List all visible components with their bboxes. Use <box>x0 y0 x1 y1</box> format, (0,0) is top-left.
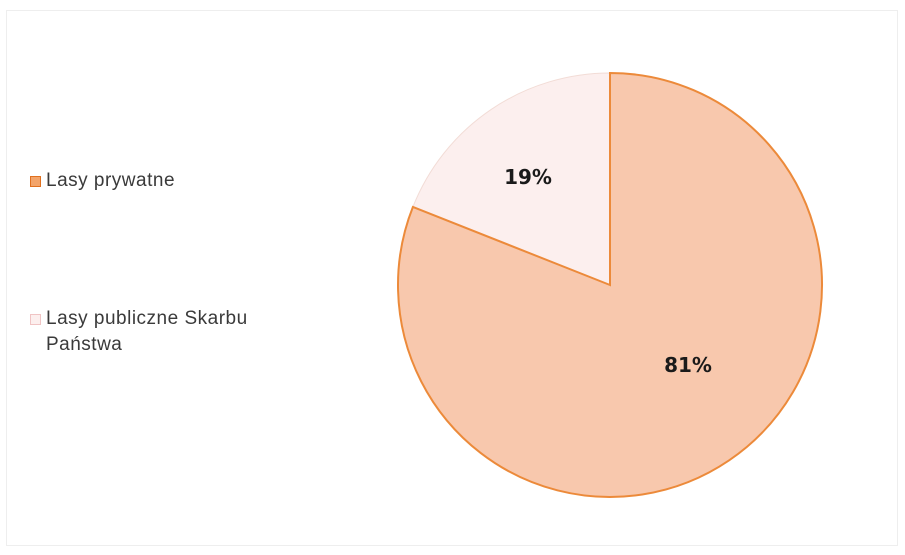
legend-swatch-lasy-prywatne <box>30 176 41 187</box>
pie-slice-lasy-publiczne <box>397 71 823 498</box>
data-label-lasy-prywatne: 19% <box>504 165 552 189</box>
pie-slice-lasy-prywatne <box>412 72 611 286</box>
legend-label-lasy-prywatne: Lasy prywatne <box>46 170 176 191</box>
legend-swatch-lasy-publiczne <box>30 314 41 325</box>
legend-item-lasy-prywatne: Lasy prywatne <box>30 168 175 194</box>
legend-label-lasy-publiczne: Lasy publiczne Skarbu Państwa <box>46 308 248 355</box>
legend-item-lasy-publiczne: Lasy publiczne Skarbu Państwa <box>30 306 306 358</box>
data-label-lasy-publiczne: 81% <box>664 353 712 377</box>
